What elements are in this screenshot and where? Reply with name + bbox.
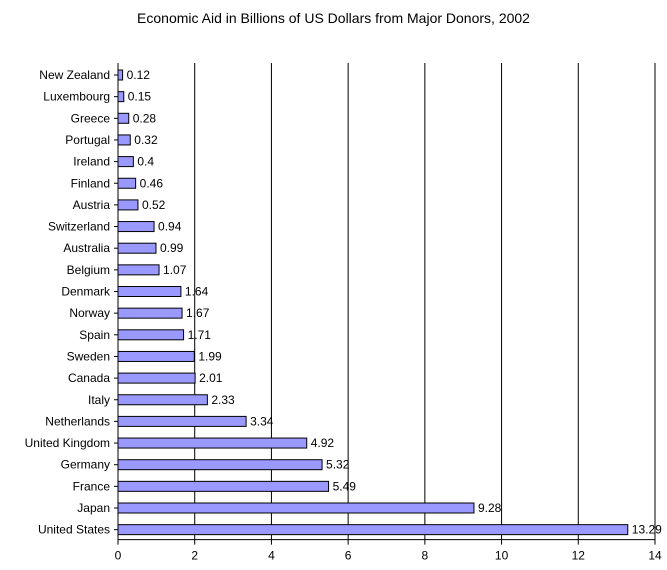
category-label-austria: Austria [73, 198, 111, 212]
category-label-new-zealand: New Zealand [39, 68, 110, 82]
x-tick-label-10: 10 [495, 549, 509, 563]
category-label-sweden: Sweden [67, 349, 110, 363]
category-label-ireland: Ireland [73, 155, 110, 169]
value-label-luxembourg: 0.15 [128, 90, 152, 104]
bar-sweden [117, 350, 195, 362]
bar-switzerland [117, 221, 155, 233]
value-label-italy: 2.33 [211, 393, 235, 407]
category-label-australia: Australia [63, 241, 110, 255]
value-label-greece: 0.28 [133, 111, 157, 125]
category-label-spain: Spain [79, 328, 110, 342]
category-label-united-states: United States [38, 523, 110, 537]
value-label-united-kingdom: 4.92 [311, 436, 335, 450]
chart-title: Economic Aid in Billions of US Dollars f… [137, 10, 530, 26]
x-tick-label-14: 14 [648, 549, 662, 563]
category-label-france: France [73, 479, 111, 493]
x-tick-label-6: 6 [345, 549, 352, 563]
value-label-united-states: 13.29 [632, 523, 662, 537]
bar-united-kingdom [117, 437, 308, 449]
value-label-ireland: 0.4 [137, 155, 154, 169]
value-label-norway: 1.67 [186, 306, 210, 320]
category-label-canada: Canada [68, 371, 110, 385]
bar-belgium [117, 264, 160, 276]
bar-australia [117, 242, 157, 254]
bar-canada [117, 372, 196, 384]
value-label-spain: 1.71 [188, 328, 212, 342]
category-label-italy: Italy [88, 393, 110, 407]
bar-new-zealand [117, 69, 124, 81]
value-label-austria: 0.52 [142, 198, 166, 212]
x-tick-label-2: 2 [191, 549, 198, 563]
x-tick-label-8: 8 [422, 549, 429, 563]
bar-united-states [117, 524, 629, 536]
value-label-australia: 0.99 [160, 241, 184, 255]
x-tick-label-0: 0 [115, 549, 122, 563]
value-label-germany: 5.32 [326, 458, 350, 472]
category-label-japan: Japan [77, 501, 110, 515]
category-label-germany: Germany [61, 458, 110, 472]
value-label-belgium: 1.07 [163, 263, 187, 277]
x-tick-label-12: 12 [572, 549, 586, 563]
x-tick-label-4: 4 [268, 549, 275, 563]
value-label-new-zealand: 0.12 [127, 68, 151, 82]
category-label-portugal: Portugal [65, 133, 110, 147]
bar-japan [117, 502, 475, 514]
category-label-united-kingdom: United Kingdom [25, 436, 110, 450]
bar-france [117, 480, 330, 492]
value-label-canada: 2.01 [199, 371, 223, 385]
value-label-netherlands: 3.34 [250, 414, 274, 428]
bar-norway [117, 307, 183, 319]
bar-austria [117, 199, 139, 211]
bar-luxembourg [117, 91, 125, 103]
category-label-norway: Norway [69, 306, 110, 320]
bar-spain [117, 329, 185, 341]
value-label-denmark: 1.64 [185, 285, 209, 299]
category-label-finland: Finland [71, 176, 110, 190]
category-label-netherlands: Netherlands [45, 414, 110, 428]
category-label-switzerland: Switzerland [48, 220, 110, 234]
value-label-sweden: 1.99 [198, 349, 222, 363]
category-label-greece: Greece [71, 111, 111, 125]
bar-germany [117, 459, 323, 471]
value-label-france: 5.49 [333, 479, 357, 493]
value-label-portugal: 0.32 [134, 133, 158, 147]
bar-ireland [117, 156, 134, 168]
bar-italy [117, 394, 208, 406]
category-label-luxembourg: Luxembourg [43, 90, 110, 104]
value-label-switzerland: 0.94 [158, 220, 182, 234]
bar-portugal [117, 134, 131, 146]
category-label-denmark: Denmark [61, 285, 111, 299]
value-label-japan: 9.28 [478, 501, 502, 515]
bar-netherlands [117, 415, 247, 427]
value-label-finland: 0.46 [140, 176, 164, 190]
bar-greece [117, 112, 130, 124]
bar-finland [117, 177, 137, 189]
bar-denmark [117, 286, 182, 297]
category-label-belgium: Belgium [67, 263, 110, 277]
